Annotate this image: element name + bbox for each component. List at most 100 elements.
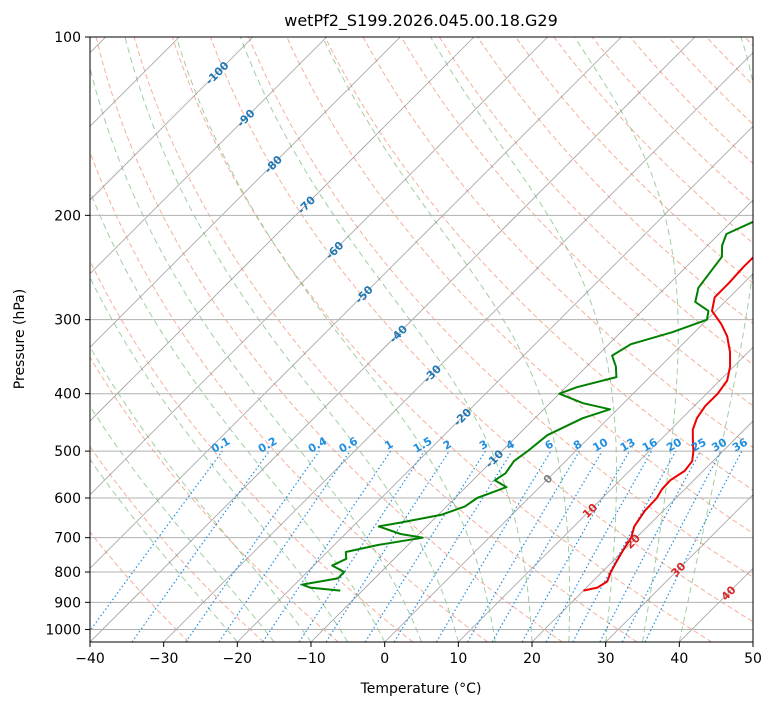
x-tick-label: 30 [597,651,615,667]
x-tick-label: −10 [296,651,326,667]
isotherm-label: -50 [353,283,376,306]
mixing-ratio-line [298,450,425,642]
temperature-profile-line [583,256,753,592]
x-tick-label: −40 [75,651,105,667]
isotherm [163,52,753,642]
mixing-ratio-label: 1.5 [411,435,434,456]
y-tick-label: 100 [54,30,81,46]
dry-adiabat [95,37,563,642]
dry-adiabat [90,531,190,642]
mixing-ratio-line [572,450,677,642]
mixing-ratio-line [325,450,450,642]
y-tick-label: 700 [54,531,81,547]
moist-adiabat [574,37,679,642]
plot-frame [89,36,754,643]
mixing-ratio-label: 10 [591,435,611,454]
y-tick-label: 300 [54,313,81,329]
x-axis-label: Temperature (°C) [360,681,482,697]
isotherm [237,125,753,642]
dry-adiabat [744,37,753,47]
y-tick-label: 800 [54,565,81,581]
isotherm-label: -80 [262,153,285,176]
y-tick-label: 500 [54,444,81,460]
dry-adiabat [438,37,753,366]
isotherm [90,37,622,569]
chart-title: wetPf2_S199.2026.045.00.18.G29 [284,11,558,31]
dry-adiabat [90,445,264,642]
x-tick-label: 50 [744,651,762,667]
y-tick-label: 900 [54,595,81,611]
y-tick-label: 400 [54,387,81,403]
moist-adiabat [175,37,496,642]
mixing-ratio-line [521,450,631,642]
moist-adiabat [90,276,349,642]
dry-adiabat [324,37,753,491]
x-axis: −40 −30 −20 −10 0 10 20 30 40 50 [75,642,762,667]
isotherm-label: -20 [451,406,474,429]
mixing-ratio-line [90,450,223,632]
mixing-ratio-line [185,450,320,642]
x-tick-label: 40 [670,651,688,667]
mixing-ratio-label: 13 [618,436,638,455]
moist-adiabat [90,345,312,642]
mixing-ratio-label: 0.1 [209,435,232,456]
mixing-ratio-line [131,450,270,642]
dry-adiabat [248,37,753,578]
isotherm-label: 10 [580,501,600,521]
isotherm [90,37,401,348]
isotherm [90,37,254,201]
mixing-ratio-line [218,450,351,642]
mixing-ratio-line [644,450,743,642]
x-tick-label: −20 [223,651,253,667]
mixing-ratio-label: 2 [441,438,454,453]
moist-adiabat [678,37,753,642]
dry-adiabat [706,37,753,86]
isotherm-label: 40 [719,583,739,603]
dry-adiabat [400,37,753,407]
background-grid [90,37,753,642]
moist-adiabat [90,405,275,642]
isotherm-label: 20 [623,531,643,551]
x-tick-label: 20 [523,651,541,667]
moist-adiabat [124,37,459,642]
isotherm-label: -100 [203,59,232,88]
profile-lines [301,220,753,592]
isotherm-label: 30 [669,560,689,580]
x-tick-label: 0 [380,651,389,667]
isotherm-label: -70 [295,193,318,216]
mixing-ratio-line [545,450,653,642]
mixing-ratio-label: 30 [709,435,729,454]
moist-adiabat [90,458,238,642]
dry-adiabat [553,37,753,244]
isotherm [458,346,753,642]
moist-adiabat [90,65,422,642]
isotherm-label: -60 [323,239,346,262]
isotherm-label: -90 [234,106,257,129]
moist-adiabat [239,37,533,642]
mixing-ratio-line [466,450,580,642]
mixing-ratio-label: 20 [664,435,684,454]
isotherm [310,199,753,642]
isotherm [90,37,696,642]
y-tick-label: 1000 [45,622,81,638]
y-tick-label: 200 [54,208,81,224]
moist-adiabat [322,37,571,642]
mixing-ratio-line [262,450,392,642]
isotherm [90,37,475,422]
mixing-ratio-label: 36 [730,435,750,454]
dry-adiabat [133,37,638,642]
dry-adiabat [668,37,753,125]
mixing-ratio-label: 0.4 [306,434,330,455]
x-tick-label: −30 [149,651,179,667]
isotherm [90,37,548,496]
isotherm [752,641,753,642]
mixing-ratio-line [599,450,702,642]
isotherm [531,420,753,642]
x-tick-label: 10 [449,651,467,667]
y-axis-label: Pressure (hPa) [12,289,28,389]
dewpoint-profile-line [301,220,753,592]
mixing-ratio-label: 0.6 [337,434,361,455]
line-labels: 0.1 0.2 0.4 0.6 1 1.5 2 3 4 6 8 10 13 16 20 25 30 36-100-… [203,59,750,604]
mixing-ratio-label: 25 [689,436,709,455]
